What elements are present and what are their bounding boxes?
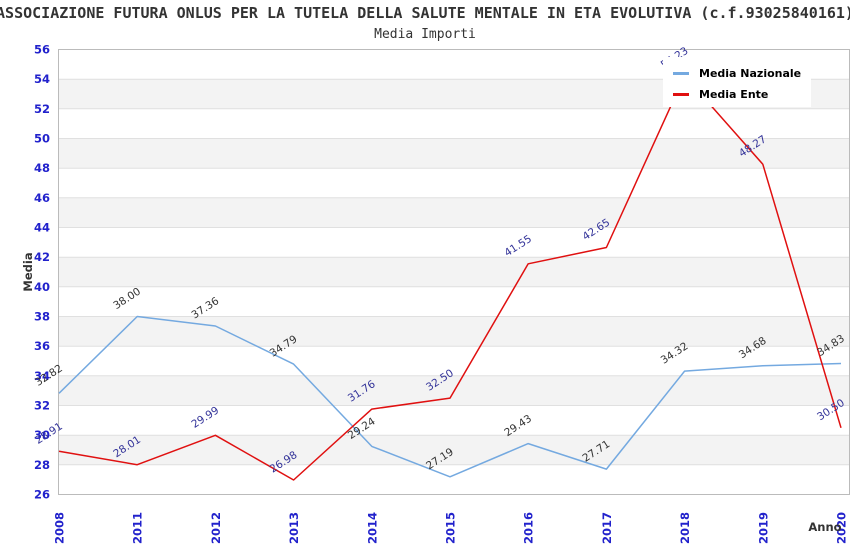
legend-label: Media Nazionale: [699, 67, 802, 80]
chart-line-media-nazionale: [58, 315, 842, 478]
x-tick-label: 2011: [131, 512, 145, 544]
y-tick-label: 26: [34, 488, 50, 502]
x-tick-label: 2020: [835, 512, 849, 544]
data-label: 29.99: [189, 404, 221, 430]
data-label: 38.00: [111, 286, 143, 312]
y-tick-label: 30: [34, 428, 50, 442]
data-label: 41.55: [502, 233, 534, 259]
y-tick-label: 56: [34, 43, 50, 57]
band: [58, 316, 850, 347]
legend-swatch-media-ente: [673, 93, 689, 96]
x-tick-label: 2015: [444, 512, 458, 544]
legend-item-media-nazionale: Media Nazionale: [673, 63, 811, 84]
legend-label: Media Ente: [699, 88, 769, 101]
y-axis-title: Media: [21, 252, 35, 291]
y-tick-label: 52: [34, 102, 50, 116]
band: [58, 435, 850, 465]
x-tick-label: 2008: [53, 512, 67, 544]
x-tick-label: 2019: [756, 512, 770, 544]
x-tick-label: 2017: [600, 512, 614, 544]
y-tick-label: 36: [34, 339, 50, 353]
y-tick-label: 54: [34, 72, 50, 86]
legend-swatch-media-nazionale: [673, 72, 689, 75]
legend: Media Nazionale Media Ente: [663, 57, 811, 107]
x-tick-label: 2016: [522, 512, 536, 544]
band: [58, 138, 850, 169]
y-tick-label: 46: [34, 191, 50, 205]
y-tick-label: 34: [34, 369, 50, 383]
y-tick-label: 42: [34, 250, 50, 264]
x-axis-title: Anno: [808, 520, 841, 534]
band: [58, 197, 850, 228]
chart-subtitle: Media Importi: [374, 27, 476, 42]
y-tick-label: 38: [34, 310, 50, 324]
x-tick-label: 2013: [287, 512, 301, 544]
y-tick-label: 40: [34, 280, 50, 294]
y-tick-label: 28: [34, 458, 50, 472]
y-tick-label: 50: [34, 132, 50, 146]
y-tick-label: 44: [34, 221, 50, 235]
x-tick-label: 2014: [365, 512, 379, 544]
band: [58, 257, 850, 287]
y-tick-label: 32: [34, 399, 50, 413]
x-tick-label: 2012: [209, 512, 223, 544]
chart-title: ASSOCIAZIONE FUTURA ONLUS PER LA TUTELA …: [0, 4, 850, 22]
x-tick-label: 2018: [678, 512, 692, 544]
y-tick-label: 48: [34, 161, 50, 175]
legend-item-media-ente: Media Ente: [673, 84, 811, 105]
